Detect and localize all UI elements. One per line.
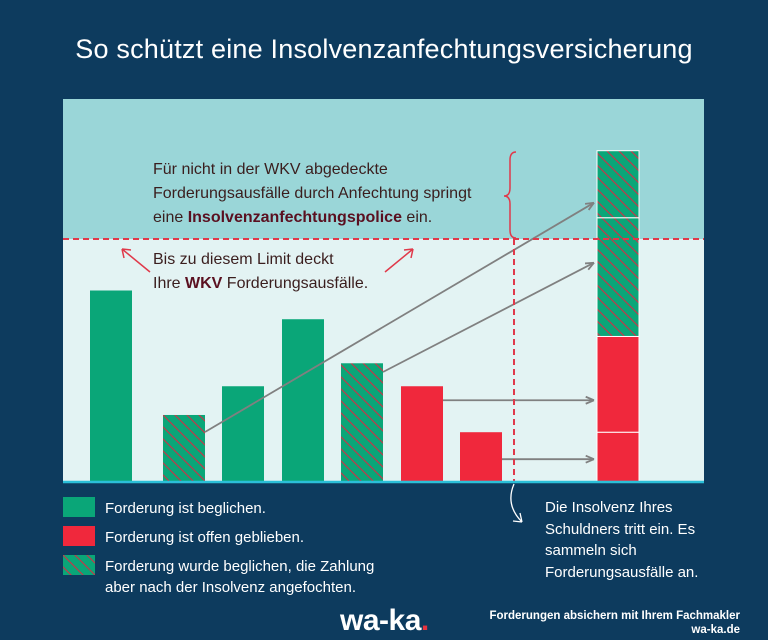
footer-tagline: Forderungen absichern mit Ihrem Fachmakl… [489,609,740,637]
top-note-line3-prefix: eine [153,209,188,226]
legend-label-contested-line1: Forderung wurde beglichen, die Zahlung [105,558,375,575]
legend-swatch-contested [63,555,95,575]
top-note-line1: Für nicht in der WKV abgedeckte [153,161,388,178]
insolvency-note-line4: Forderungsausfälle an. [545,563,699,581]
footer-line1: Forderungen absichern mit Ihrem Fachmakl… [489,610,740,622]
limit-note-line2-bold: WKV [185,275,223,292]
wa-ka-logo[interactable]: wa-ka. [340,604,429,638]
insolvency-note: Die Insolvenz Ihres Schuldners tritt ein… [545,497,745,583]
stack-segment-1 [596,431,640,483]
limit-note-line2: Ihre WKV Forderungsausfälle. [153,272,368,296]
top-note-line2: Forderungsausfälle durch Anfechtung spri… [153,185,472,202]
arrow-bar2-to-stack [204,201,595,433]
top-note-line3-bold: Insolvenzanfechtungspolice [187,209,402,226]
legend-label-paid: Forderung ist beglichen. [105,500,266,517]
bar-6 [401,386,443,482]
limit-arrow-left-icon [121,248,151,273]
bar-1 [90,290,132,482]
limit-note: Bis zu diesem Limit deckt Ihre WKV Forde… [153,248,368,296]
legend-label-contested-line2: aber nach der Insolvenz angefochten. [105,579,357,596]
insolvency-note-line1: Die Insolvenz Ihres [545,499,673,516]
bar-2 [163,414,205,482]
stack-segment-2 [596,335,640,433]
arrow-bar7-to-stack-head [585,454,595,464]
bar-4 [282,319,324,482]
limit-arrow-right-icon [384,248,414,273]
top-note-line3: eine Insolvenzanfechtungspolice ein. [153,206,471,230]
insolvency-note-line2: Schuldners tritt ein. Es [545,520,696,538]
limit-note-line2-suffix: Forderungsausfälle. [222,275,369,292]
legend-label-open: Forderung ist offen geblieben. [105,529,305,546]
stack-segment-3 [596,217,640,337]
arrow-bar6-to-stack-head [585,395,595,405]
bar-5 [341,363,383,482]
logo-dot: . [420,604,429,637]
page-title: So schützt eine Insolvenzanfechtungsvers… [75,34,693,64]
legend-label-contested: Forderung wurde beglichen, die Zahlung a… [105,556,425,598]
insolvency-curve-arrow-icon [510,483,523,523]
legend-swatch-paid [63,497,95,517]
arrow-bar5-to-stack-head [584,261,595,271]
arrow-bar2-to-stack-head [584,201,595,211]
insolvency-note-line3: sammeln sich [545,542,637,559]
limit-note-line2-prefix: Ihre [153,275,186,292]
top-note: Für nicht in der WKV abgedeckte Forderun… [153,158,471,230]
brace-icon [503,151,517,239]
bar-7 [460,432,502,482]
stack-segment-4 [596,150,640,219]
top-note-line3-suffix: ein. [401,209,433,226]
footer-website-link[interactable]: wa-ka.de [691,624,740,636]
arrow-bar5-to-stack [382,261,595,373]
logo-text: wa-ka [340,604,421,637]
legend-swatch-open [63,526,95,546]
limit-note-line1: Bis zu diesem Limit deckt [153,251,334,268]
